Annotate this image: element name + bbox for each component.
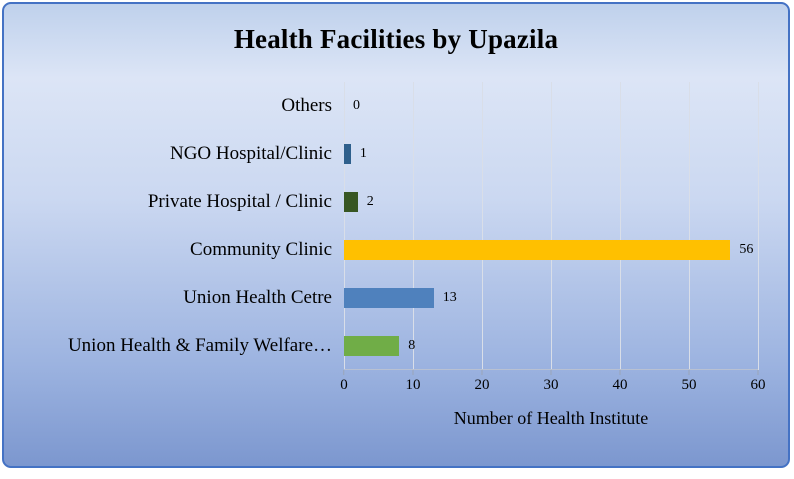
bar [344,144,351,164]
tick: 20 [474,370,489,394]
bar-series: 0 1 2 56 13 8 [344,82,758,370]
gridlines [344,82,759,370]
value-label: 13 [442,290,457,305]
category-label: Union Health Cetre [183,287,332,308]
gridline [412,82,414,370]
value-label: 56 [739,242,754,257]
gridline [551,82,552,370]
tick: 50 [682,370,697,394]
tick: 30 [544,370,559,394]
gridline [689,82,690,370]
chart-area: Others NGO Hospital/Clinic Private Hospita… [14,82,766,429]
bar [344,336,400,356]
category-label: NGO Hospital/Clinic [169,143,332,164]
bar-row: 8 [344,322,758,370]
x-axis-title: Number of Health Institute [453,408,649,428]
tick: 10 [405,370,420,394]
value-label: 8 [408,338,416,353]
category-label: Others [281,95,332,116]
tick-label: 40 [612,377,628,393]
gridline [344,82,345,370]
chart-title: Health Facilities by Upazila [233,24,559,54]
value-label: 2 [366,194,374,209]
category-label: Private Hospital / Clinic [147,191,332,212]
chart-panel: Health Facilities by Upazila Others NGO H… [2,2,790,468]
tick-label: 20 [474,377,490,393]
gridline [758,82,759,370]
x-axis-line [344,369,758,370]
bar [344,192,358,212]
bar [344,240,731,260]
tick: 0 [340,370,348,394]
tick-mark [619,370,621,375]
bar-row: 56 [344,226,758,274]
tick: 40 [612,370,627,394]
tick-mark [550,370,552,375]
tick-label: 0 [340,377,348,393]
bar-row: 0 [344,82,758,130]
tick-mark [757,370,759,375]
tick-label: 10 [405,377,421,393]
category-label: Community Clinic [190,239,332,260]
tick-mark [688,370,690,375]
bar-row: 2 [344,178,758,226]
plot-area: 0 1 2 56 13 8 [344,82,759,370]
tick-label: 60 [750,377,766,393]
tick: 60 [751,370,766,394]
gridline [481,82,483,370]
tick-mark [343,370,345,375]
gridline [619,82,621,370]
value-label: 1 [359,146,367,161]
category-axis: Others NGO Hospital/Clinic Private Hospita… [14,82,344,370]
value-label: 0 [353,98,360,113]
category-label: Union Health & Family Welfare… [67,335,332,356]
bar-row: 13 [344,274,758,322]
tick-label: 50 [681,377,697,393]
tick-label: 30 [543,377,559,393]
x-axis-ticks: 0 10 20 30 40 50 60 [340,370,766,400]
tick-mark [481,370,483,375]
tick-mark [412,370,414,375]
bar-row: 1 [344,130,758,178]
bar [344,288,434,308]
